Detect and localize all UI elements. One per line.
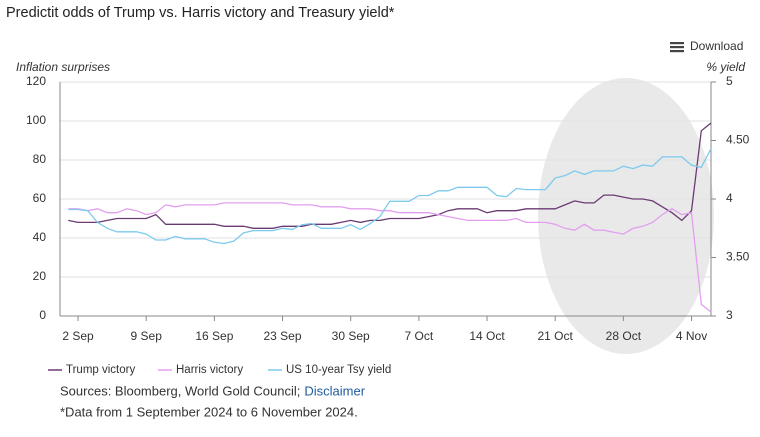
y-tick-label: 60 xyxy=(33,191,47,205)
legend-item: Trump victory xyxy=(48,364,135,376)
series-line xyxy=(68,202,712,313)
x-tick-label: 7 Oct xyxy=(405,329,434,343)
x-tick-label: 28 Oct xyxy=(606,329,642,343)
x-tick-label: 2 Sep xyxy=(62,329,94,343)
download-label[interactable]: Download xyxy=(690,39,743,53)
x-tick-label: 4 Nov xyxy=(676,329,707,343)
menu-icon xyxy=(670,42,684,45)
footnote: *Data from 1 September 2024 to 6 Novembe… xyxy=(60,404,358,419)
plot-area: 0 20 40 60 80 100 120 3 3.50 4 4.50 5 2 Sep 9 Sep 16 S… xyxy=(26,74,750,343)
x-tick-label: 23 Sep xyxy=(264,329,302,343)
legend-label: Trump victory xyxy=(66,364,135,376)
legend-label: US 10-year Tsy yield xyxy=(286,364,391,376)
x-tick-label: 21 Oct xyxy=(538,329,574,343)
y-tick-label: 100 xyxy=(26,113,46,127)
y-tick-label: 80 xyxy=(33,152,47,166)
y2-tick-label: 3.50 xyxy=(726,250,750,264)
x-tick-label: 30 Sep xyxy=(332,329,370,343)
y-tick-label: 40 xyxy=(33,230,47,244)
highlight-ellipse xyxy=(538,78,714,354)
y-tick-label: 120 xyxy=(26,74,46,88)
legend-label: Harris victory xyxy=(176,364,243,376)
chart-title: Predictit odds of Trump vs. Harris victo… xyxy=(6,5,395,21)
legend-item: Harris victory xyxy=(158,364,243,376)
disclaimer-link[interactable]: Disclaimer xyxy=(304,383,365,398)
y2-tick-label: 3 xyxy=(726,308,733,322)
y2-tick-label: 5 xyxy=(726,74,733,88)
x-tick-label: 14 Oct xyxy=(469,329,505,343)
download-button[interactable]: Download xyxy=(670,39,743,53)
series-line xyxy=(68,148,712,245)
y-axis-label: Inflation surprises xyxy=(16,60,110,74)
y2-tick-label: 4.50 xyxy=(726,133,750,147)
series-line xyxy=(68,122,712,229)
x-tick-label: 16 Sep xyxy=(195,329,233,343)
menu-icon xyxy=(670,46,684,49)
legend-item: US 10-year Tsy yield xyxy=(268,364,391,376)
y-tick-label: 20 xyxy=(33,269,47,283)
y2-tick-label: 4 xyxy=(726,191,733,205)
y2-axis-label: % yield xyxy=(706,60,745,74)
y-tick-label: 0 xyxy=(39,308,46,322)
menu-icon xyxy=(670,50,684,53)
sources: Sources: Bloomberg, World Gold Council; xyxy=(60,383,300,398)
x-tick-label: 9 Sep xyxy=(131,329,163,343)
